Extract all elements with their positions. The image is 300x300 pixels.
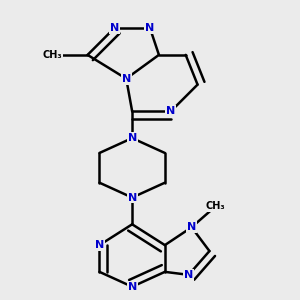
Text: N: N: [187, 222, 196, 232]
Text: N: N: [95, 240, 104, 250]
Text: N: N: [128, 193, 137, 202]
Text: N: N: [128, 133, 137, 143]
Text: N: N: [146, 23, 154, 33]
Text: CH₃: CH₃: [42, 50, 62, 60]
Text: N: N: [166, 106, 176, 116]
Text: N: N: [122, 74, 131, 84]
Text: N: N: [128, 282, 137, 292]
Text: CH₃: CH₃: [206, 202, 225, 212]
Text: N: N: [110, 23, 119, 33]
Text: N: N: [184, 270, 193, 280]
